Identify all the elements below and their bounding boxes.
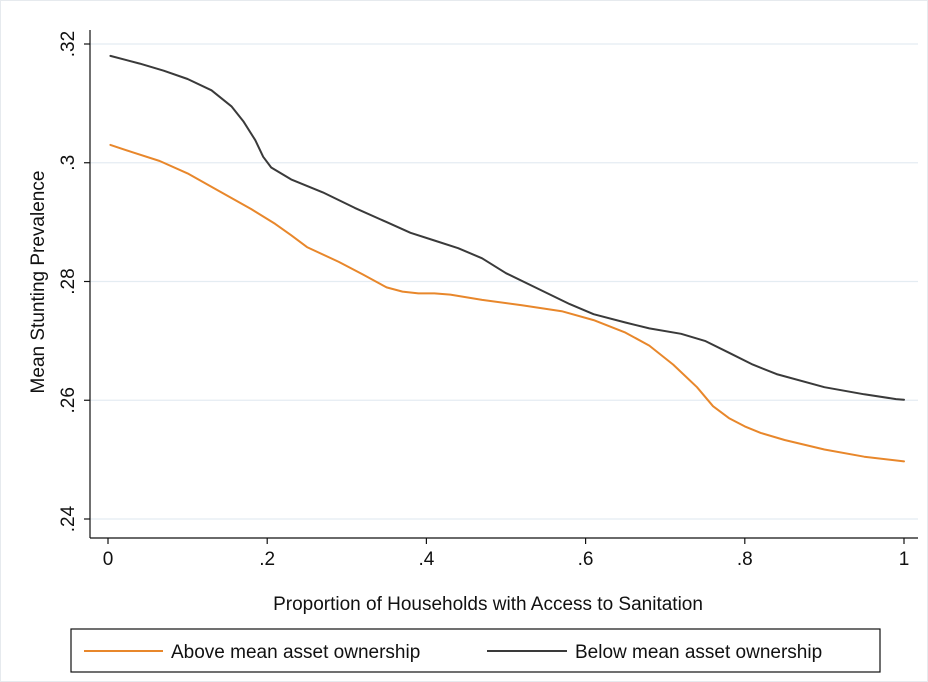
x-tick-label: .8 bbox=[737, 549, 753, 570]
y-tick-label: .32 bbox=[58, 31, 79, 57]
series-line-below bbox=[109, 54, 905, 401]
y-tick-label: .24 bbox=[58, 505, 79, 532]
axes bbox=[84, 30, 918, 544]
y-tick-label: .28 bbox=[58, 268, 79, 294]
x-tick-labels: 0 .2 .4 .6 .8 1 bbox=[103, 549, 910, 570]
x-axis-title: Proportion of Households with Access to … bbox=[273, 594, 703, 615]
x-tick-label: .2 bbox=[259, 549, 275, 570]
legend-label-above: Above mean asset ownership bbox=[171, 642, 420, 663]
x-tick-label: .6 bbox=[578, 549, 594, 570]
legend-label-below: Below mean asset ownership bbox=[575, 642, 822, 663]
x-tick-label: .4 bbox=[418, 549, 434, 570]
series-line-above bbox=[109, 143, 905, 463]
gridlines bbox=[90, 43, 918, 520]
y-axis-title: Mean Stunting Prevalence bbox=[28, 171, 49, 394]
y-tick-labels: .24 .26 .28 .3 .32 bbox=[58, 31, 79, 532]
series-lines bbox=[109, 54, 905, 463]
legend: Above mean asset ownership Below mean as… bbox=[70, 628, 881, 673]
x-tick-label: 1 bbox=[899, 549, 910, 570]
y-tick-label: .3 bbox=[58, 155, 79, 171]
y-tick-label: .26 bbox=[58, 387, 79, 413]
legend-box bbox=[70, 628, 881, 673]
x-tick-label: 0 bbox=[103, 549, 114, 570]
